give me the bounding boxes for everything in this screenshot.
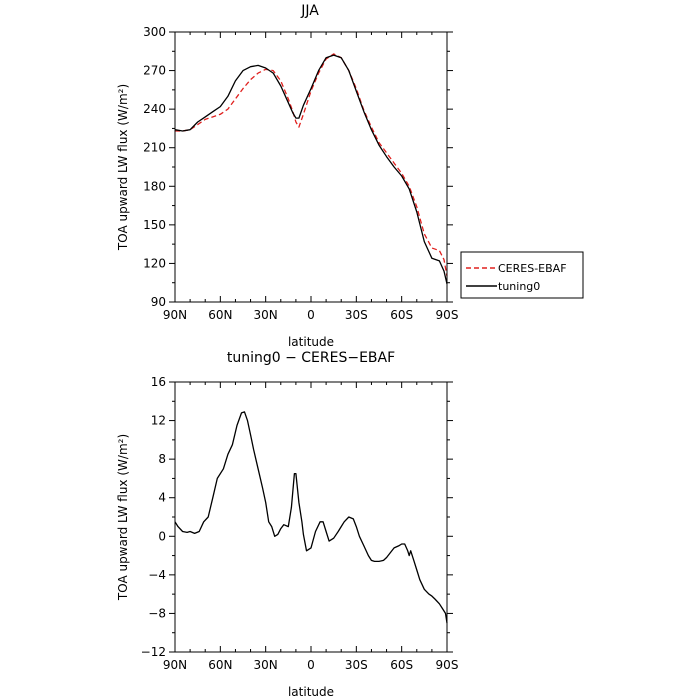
x-axis: 90N 60N 30N 0 30S 60S 90S bbox=[163, 32, 459, 322]
x-tick-label: 90S bbox=[436, 308, 459, 322]
chart-title: tuning0 − CERES−EBAF bbox=[227, 350, 395, 366]
x-tick-label: 90N bbox=[163, 308, 187, 322]
x-tick-label: 30N bbox=[254, 658, 278, 672]
y-tick-label: 8 bbox=[158, 452, 166, 466]
y-axis-label: TOA upward LW flux (W/m²) bbox=[116, 434, 130, 601]
legend-label-ceres: CERES-EBAF bbox=[498, 262, 567, 275]
y-tick-label: 300 bbox=[143, 25, 166, 39]
y-axis: 90 120 150 180 210 240 270 300 bbox=[143, 25, 453, 309]
y-axis: −12 −8 −4 0 4 8 12 16 bbox=[141, 375, 453, 659]
x-tick-label: 60N bbox=[208, 658, 232, 672]
y-tick-label: 16 bbox=[151, 375, 166, 389]
y-tick-label: 12 bbox=[151, 414, 166, 428]
y-tick-label: −12 bbox=[141, 645, 166, 659]
chart-title: JJA bbox=[300, 3, 319, 19]
y-tick-label: 4 bbox=[158, 491, 166, 505]
plot-area bbox=[174, 411, 448, 624]
y-axis-label: TOA upward LW flux (W/m²) bbox=[116, 84, 130, 251]
chart-jja: JJA 90N 60N 30N 0 30S 60S 90S 90 120 150 180 210 24… bbox=[116, 3, 584, 349]
y-tick-label: 210 bbox=[143, 141, 166, 155]
series-line-tuning0 bbox=[174, 54, 448, 285]
x-axis-label: latitude bbox=[288, 685, 334, 699]
y-tick-label: −8 bbox=[148, 606, 166, 620]
legend-label-tuning0: tuning0 bbox=[498, 280, 540, 293]
plot-frame bbox=[174, 31, 448, 303]
y-tick-label: 240 bbox=[143, 102, 166, 116]
y-tick-label: 90 bbox=[151, 295, 166, 309]
x-axis-label: latitude bbox=[288, 335, 334, 349]
x-tick-label: 60S bbox=[390, 308, 413, 322]
y-tick-label: 150 bbox=[143, 218, 166, 232]
x-tick-label: 90S bbox=[436, 658, 459, 672]
plot-area bbox=[174, 53, 448, 285]
x-tick-label: 90N bbox=[163, 658, 187, 672]
x-tick-label: 0 bbox=[307, 658, 315, 672]
series-line-ceres-ebaf bbox=[175, 53, 448, 277]
x-tick-label: 30N bbox=[254, 308, 278, 322]
y-tick-label: −4 bbox=[148, 568, 166, 582]
x-tick-label: 30S bbox=[345, 658, 368, 672]
x-tick-label: 30S bbox=[345, 308, 368, 322]
y-tick-label: 120 bbox=[143, 256, 166, 270]
y-tick-label: 180 bbox=[143, 179, 166, 193]
plot-frame bbox=[174, 381, 448, 653]
x-tick-label: 60S bbox=[390, 658, 413, 672]
chart-difference: tuning0 − CERES−EBAF 90N 60N 30N 0 30S 60S 90S… bbox=[116, 350, 458, 699]
x-axis: 90N 60N 30N 0 30S 60S 90S bbox=[163, 382, 459, 672]
y-tick-label: 0 bbox=[158, 529, 166, 543]
legend: CERES-EBAF tuning0 bbox=[460, 251, 584, 299]
x-tick-label: 60N bbox=[208, 308, 232, 322]
legend-box bbox=[460, 251, 584, 299]
y-tick-label: 270 bbox=[143, 64, 166, 78]
x-tick-label: 0 bbox=[307, 308, 315, 322]
series-line-0 bbox=[174, 411, 448, 624]
